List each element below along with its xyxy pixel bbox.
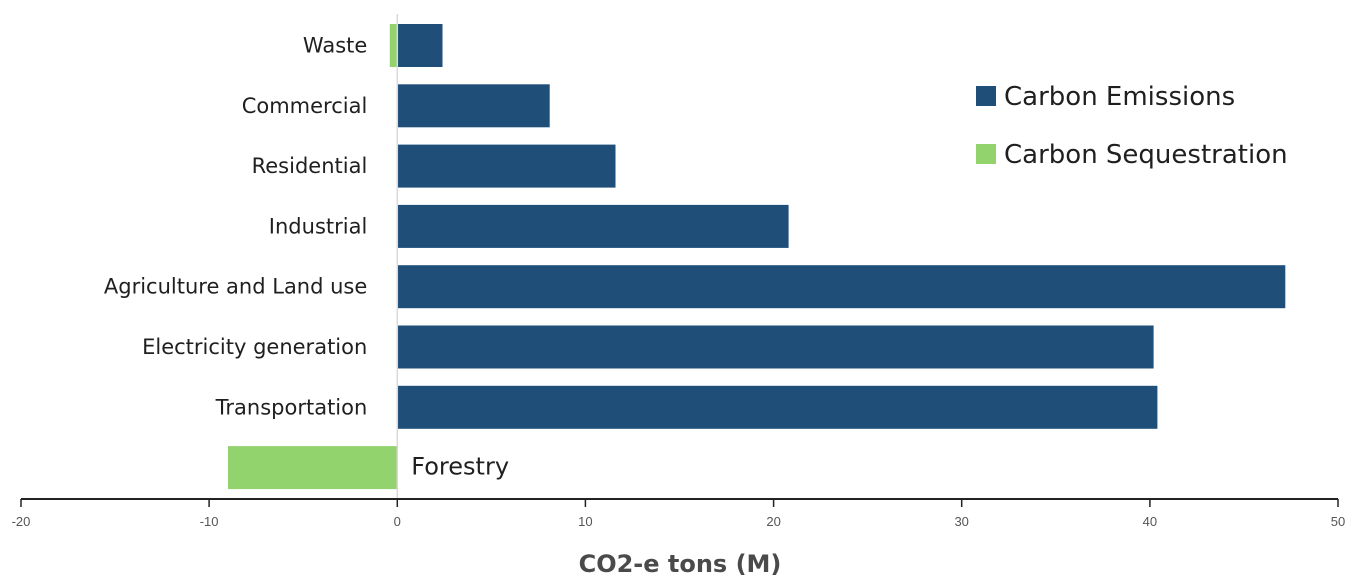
x-tick-label: -20 <box>12 514 31 529</box>
x-tick-label: 50 <box>1331 514 1345 529</box>
bar-carbon-sequestration-forestry <box>228 446 398 490</box>
legend: Carbon Emissions Carbon Sequestration <box>976 82 1288 170</box>
bar-carbon-emissions-electricity-generation <box>397 325 1154 369</box>
legend-swatch-carbon-emissions <box>976 86 996 106</box>
x-tick-label: 10 <box>578 514 592 529</box>
x-tick-label: -10 <box>200 514 219 529</box>
bar-carbon-emissions-agriculture-and-land-use <box>397 265 1286 309</box>
bar-carbon-sequestration-waste <box>389 24 398 67</box>
x-axis: -20 -10 0 10 20 30 40 50 <box>12 498 1345 529</box>
legend-label-carbon-emissions: Carbon Emissions <box>1004 82 1235 112</box>
category-label-commercial: Commercial <box>242 94 368 118</box>
x-tick-label: 30 <box>954 514 968 529</box>
x-tick-label: 20 <box>766 514 780 529</box>
category-label-residential: Residential <box>252 154 368 178</box>
legend-label-carbon-sequestration: Carbon Sequestration <box>1004 140 1288 170</box>
x-tick-label: 40 <box>1143 514 1157 529</box>
bar-carbon-emissions-residential <box>397 144 616 188</box>
bar-carbon-emissions-waste <box>397 24 443 67</box>
bar-carbon-emissions-transportation <box>397 385 1158 429</box>
x-tick-label: 0 <box>394 514 401 529</box>
category-labels: Waste Commercial Residential Industrial Agri… <box>104 34 509 481</box>
category-label-agriculture-and-land-use: Agriculture and Land use <box>104 275 367 299</box>
legend-swatch-carbon-sequestration <box>976 144 996 164</box>
bar-carbon-emissions-industrial <box>397 204 789 248</box>
x-axis-title: CO2-e tons (M) <box>579 550 782 578</box>
category-label-industrial: Industrial <box>269 214 368 238</box>
bar-carbon-emissions-commercial <box>397 84 550 128</box>
category-label-transportation: Transportation <box>215 395 368 419</box>
category-label-waste: Waste <box>303 34 367 58</box>
category-label-forestry: Forestry <box>411 453 509 481</box>
category-label-electricity-generation: Electricity generation <box>142 335 367 359</box>
bars-layer <box>228 24 1286 490</box>
